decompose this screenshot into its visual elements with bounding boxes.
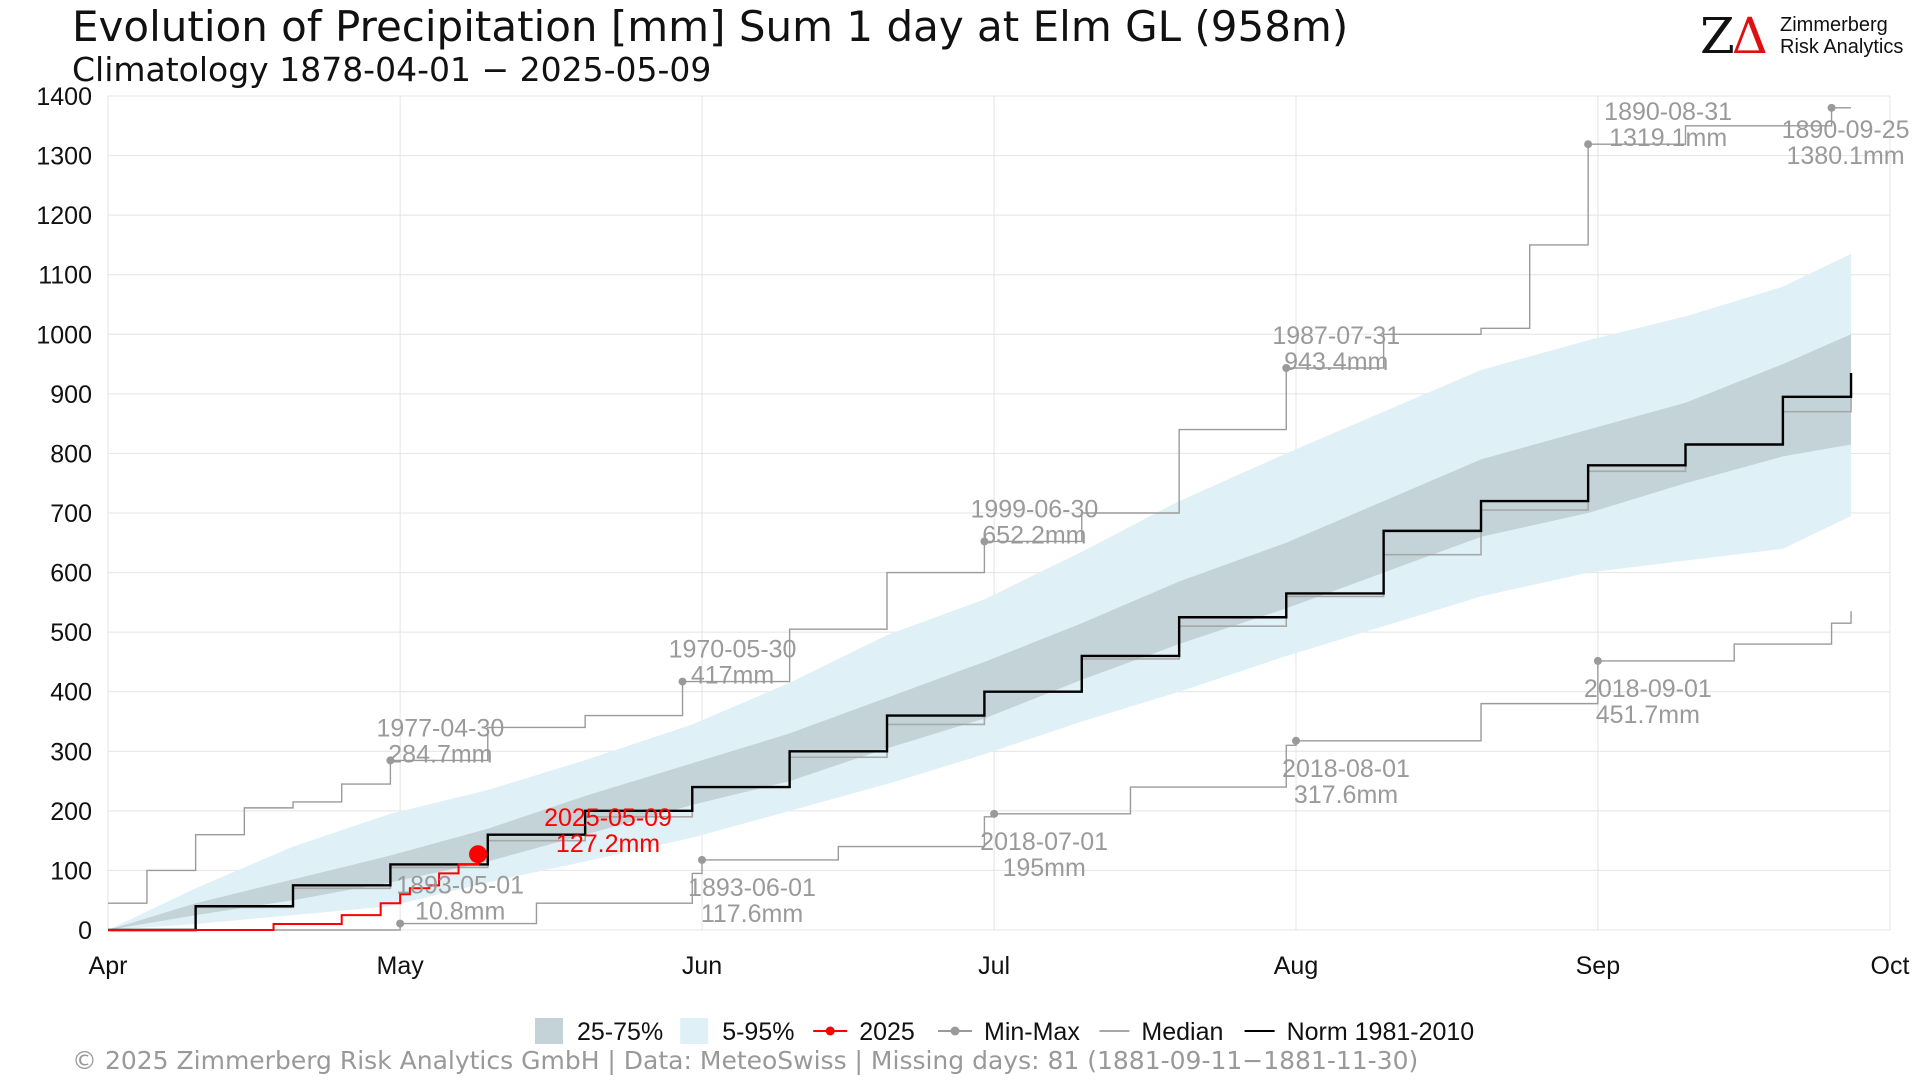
annotation-value: 317.6mm xyxy=(1294,781,1398,809)
min-point xyxy=(396,919,405,928)
min-point xyxy=(698,855,706,864)
y-tick-label: 1400 xyxy=(36,83,92,111)
x-tick-label: Jun xyxy=(682,952,722,980)
logo-line1: Zimmerberg xyxy=(1780,14,1888,36)
legend-item: Min-Max xyxy=(938,1018,1080,1046)
annotation-value: 117.6mm xyxy=(701,900,803,928)
logo-text: Zimmerberg Risk Analytics xyxy=(1780,14,1903,58)
legend-label: Norm 1981-2010 xyxy=(1287,1018,1475,1046)
annotation-value: 1319.1mm xyxy=(1609,124,1727,152)
series-2025 xyxy=(108,854,480,931)
band-5-95pct xyxy=(108,253,1852,931)
x-tick-label: Apr xyxy=(89,952,128,980)
x-tick-label: Aug xyxy=(1274,952,1318,980)
y-tick-label: 1200 xyxy=(36,202,92,230)
annotation-date: 1890-08-31 xyxy=(1604,98,1732,126)
min-point xyxy=(990,809,999,818)
legend-item: Median xyxy=(1099,1018,1223,1046)
annotation-value: 417mm xyxy=(691,662,774,690)
annotation-value: 127.2mm xyxy=(556,830,660,858)
legend-label: Min-Max xyxy=(984,1018,1080,1046)
axes: 0 100 200 300 400 500 600 700 800 900 1000 1100 1200… xyxy=(36,83,1909,980)
chart-title: Evolution of Precipitation [mm] Sum 1 da… xyxy=(72,2,1349,51)
legend-label: 2025 xyxy=(859,1018,915,1046)
max-point xyxy=(1282,364,1291,373)
min-point xyxy=(1292,736,1300,745)
current-point xyxy=(469,845,488,864)
series-max xyxy=(108,107,1852,904)
y-tick-label: 1000 xyxy=(36,321,92,349)
series-min xyxy=(108,611,1852,931)
annotation-value: 652.2mm xyxy=(982,521,1086,549)
y-tick-label: 900 xyxy=(50,381,92,409)
y-tick-label: 100 xyxy=(50,857,92,885)
logo-mark: ZΔ xyxy=(1700,7,1768,65)
legend-label: Median xyxy=(1141,1018,1223,1046)
legend-label: 25-75% xyxy=(577,1018,663,1046)
max-point xyxy=(678,677,687,686)
annotation-value: 195mm xyxy=(1002,854,1085,882)
annotation-date: 2018-09-01 xyxy=(1584,675,1712,703)
annotation-date: 2018-07-01 xyxy=(980,828,1108,856)
legend-swatch-point xyxy=(825,1026,835,1036)
y-tick-label: 300 xyxy=(50,738,92,766)
annotation-value: 451.7mm xyxy=(1596,701,1700,729)
annotation-value: 1380.1mm xyxy=(1787,142,1905,170)
annotation-date: 1890-09-25 xyxy=(1782,116,1910,144)
legend-swatch xyxy=(535,1018,563,1044)
y-tick-label: 600 xyxy=(50,560,92,588)
annotation-date: 1893-06-01 xyxy=(688,874,816,902)
max-point xyxy=(1584,140,1593,149)
min-point xyxy=(1593,656,1602,665)
annotation-date: 1987-07-31 xyxy=(1272,322,1400,350)
chart-subtitle: Climatology 1878-04-01 − 2025-05-09 xyxy=(72,50,712,89)
annotation-date: 2025-05-09 xyxy=(544,804,672,832)
annotation-value: 10.8mm xyxy=(415,898,505,926)
legend-item: 2025 xyxy=(813,1018,915,1046)
annotation-value: 284.7mm xyxy=(388,740,492,768)
y-tick-label: 1100 xyxy=(38,262,92,290)
annotation-date: 2018-08-01 xyxy=(1282,755,1410,783)
y-tick-label: 700 xyxy=(50,500,92,528)
x-tick-label: Sep xyxy=(1576,952,1620,980)
max-point xyxy=(1827,103,1836,112)
y-tick-label: 0 xyxy=(78,917,92,945)
y-tick-label: 400 xyxy=(50,679,92,707)
annotation-value: 943.4mm xyxy=(1284,348,1388,376)
x-tick-label: May xyxy=(377,952,425,980)
x-tick-label: Oct xyxy=(1871,952,1910,980)
annotation-date: 1970-05-30 xyxy=(669,636,797,664)
legend-swatch-point xyxy=(950,1026,960,1036)
series-norm-1981-2010 xyxy=(108,373,1853,932)
annotation-date: 1977-04-30 xyxy=(376,714,504,742)
x-tick-label: Jul xyxy=(978,952,1010,980)
percentile-bands xyxy=(108,253,1852,931)
annotation-date: 1999-06-30 xyxy=(970,495,1098,523)
legend-swatch xyxy=(680,1018,709,1044)
legend-item: Norm 1981-2010 xyxy=(1244,1018,1475,1046)
company-logo: ZΔ Zimmerberg Risk Analytics xyxy=(1700,8,1910,64)
chart-legend: 25-75% 5-95% 2025 Min-Max Median Norm 1981-20… xyxy=(535,1018,1475,1046)
footer-credits: © 2025 Zimmerberg Risk Analytics GmbH | … xyxy=(72,1046,1419,1075)
y-tick-label: 1300 xyxy=(36,143,92,171)
annotation-date: 1893-05-01 xyxy=(396,872,524,900)
logo-line2: Risk Analytics xyxy=(1780,36,1904,58)
max-point xyxy=(980,537,989,546)
y-tick-label: 500 xyxy=(50,619,92,647)
y-tick-label: 800 xyxy=(50,440,92,468)
legend-item: 5-95% xyxy=(680,1018,794,1046)
series-lines xyxy=(108,107,1853,932)
legend-item: 25-75% xyxy=(535,1018,663,1046)
legend-label: 5-95% xyxy=(722,1018,794,1046)
y-tick-label: 200 xyxy=(50,798,92,826)
max-point xyxy=(386,756,395,765)
